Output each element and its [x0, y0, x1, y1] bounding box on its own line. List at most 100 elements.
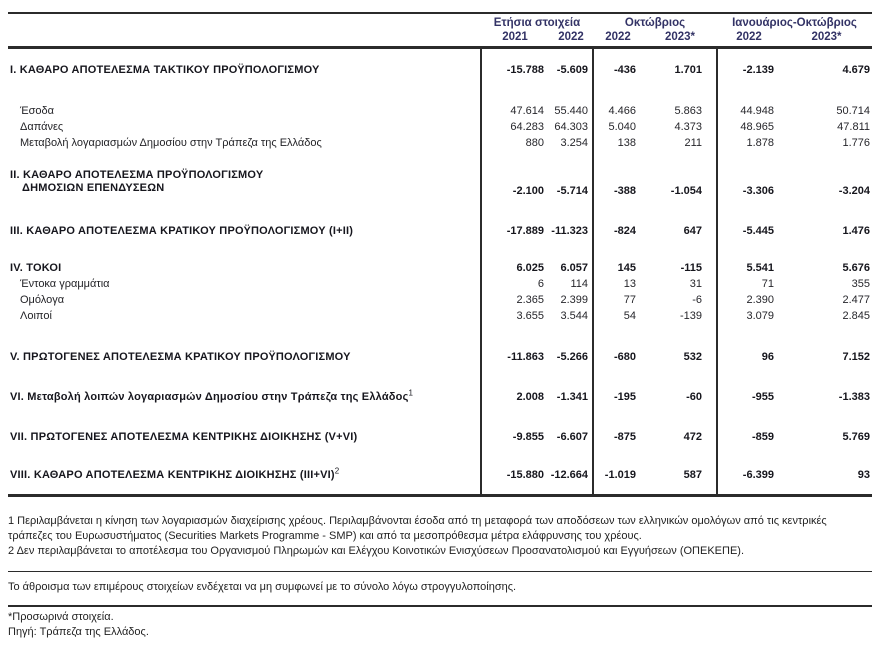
value-cell: 7.152: [842, 351, 870, 363]
value-cell: 96: [716, 348, 781, 366]
value-cell: -11.863: [480, 348, 549, 366]
value-cell: -2.139: [716, 61, 781, 79]
table-row: VIII. ΚΑΘΑΡΟ ΑΠΟΤΕΛΕΣΜΑ ΚΕΝΤΡΙΚΗΣ ΔΙΟΙΚΗ…: [8, 466, 872, 484]
value-cell: 587: [683, 469, 702, 481]
column-group-october: Οκτώβριος: [593, 12, 717, 30]
row-label: Έσοδα: [20, 104, 55, 117]
column-group-row: Ετήσια στοιχεία Οκτώβριος Ιανουάριος-Οκτ…: [8, 12, 872, 30]
value-cell: 1.701: [674, 64, 702, 76]
value-cell: -195: [592, 388, 643, 406]
value-cell: 6.057: [560, 262, 588, 274]
value-cell: 472: [683, 431, 702, 443]
row-label: III. ΚΑΘΑΡΟ ΑΠΟΤΕΛΕΣΜΑ ΚΡΑΤΙΚΟΥ ΠΡΟΫΠΟΛΟ…: [10, 224, 354, 237]
column-group-jan-oct: Ιανουάριος-Οκτώβριος: [717, 12, 872, 30]
value-cell: -436: [592, 61, 643, 79]
state-budget-table: Ετήσια στοιχεία Οκτώβριος Ιανουάριος-Οκτ…: [8, 12, 872, 497]
year-label: 2022: [717, 30, 781, 49]
footnote-ref-2: 2: [334, 465, 340, 475]
value-cell: 13: [592, 276, 643, 292]
spacer-row: [8, 366, 872, 388]
footnotes-block: 1 Περιλαμβάνεται η κίνηση των λογαριασμώ…: [8, 514, 872, 559]
value-cell: -60: [686, 391, 702, 403]
column-group-annual: Ετήσια στοιχεία: [481, 12, 593, 30]
value-cell: 71: [716, 276, 781, 292]
value-cell: 5.863: [674, 105, 702, 117]
value-cell: -11.323: [551, 225, 588, 237]
value-cell: 3.655: [480, 308, 549, 324]
value-cell: -17.889: [480, 222, 549, 240]
value-cell: 4.679: [842, 64, 870, 76]
table-row: Έσοδα 47.614 55.440 4.466 5.863 44.948 5…: [8, 103, 872, 119]
value-cell: -6.607: [556, 431, 588, 443]
value-cell: -824: [592, 222, 643, 240]
row-label-line1: II. ΚΑΘΑΡΟ ΑΠΟΤΕΛΕΣΜΑ ΠΡΟΫΠΟΛΟΓΙΣΜΟΥ: [10, 168, 264, 181]
value-cell: 5.676: [842, 262, 870, 274]
value-cell: 64.283: [480, 119, 549, 135]
year-label: 2021: [481, 30, 549, 49]
row-label: Μεταβολή λογαριασμών Δημοσίου στην Τράπε…: [20, 136, 322, 149]
source-note: Πηγή: Τράπεζα της Ελλάδος.: [8, 626, 149, 638]
footnote-1: 1 Περιλαμβάνεται η κίνηση των λογαριασμώ…: [8, 515, 827, 542]
row-label: Λοιποί: [20, 309, 52, 322]
row-label: II. ΚΑΘΑΡΟ ΑΠΟΤΕΛΕΣΜΑ ΠΡΟΫΠΟΛΟΓΙΣΜΟΥ ΔΗΜ…: [8, 163, 481, 200]
row-label: V. ΠΡΩΤΟΓΕΝΕΣ ΑΠΟΤΕΛΕΣΜΑ ΚΡΑΤΙΚΟΥ ΠΡΟΫΠΟ…: [10, 350, 351, 363]
value-cell: -5.266: [556, 351, 588, 363]
row-label: I. ΚΑΘΑΡΟ ΑΠΟΤΕΛΕΣΜΑ ΤΑΚΤΙΚΟΥ ΠΡΟΫΠΟΛΟΓΙ…: [10, 63, 320, 76]
value-cell: 532: [683, 351, 702, 363]
value-cell: 4.373: [674, 121, 702, 133]
value-cell: 3.254: [560, 137, 588, 149]
value-cell: 93: [857, 469, 870, 481]
value-cell: 880: [480, 135, 549, 151]
value-cell: 2.365: [480, 292, 549, 308]
value-cell: -2.100: [480, 163, 549, 200]
spacer-row: [8, 151, 872, 163]
value-cell: 44.948: [716, 103, 781, 119]
table-row: IV. ΤΟΚΟΙ 6.025 6.057 145 -115 5.541 5.6…: [8, 260, 872, 276]
value-cell: -15.880: [480, 466, 549, 484]
spacer-row: [8, 446, 872, 466]
value-cell: -1.054: [670, 185, 702, 197]
value-cell: 2.390: [716, 292, 781, 308]
value-cell: 2.008: [480, 388, 549, 406]
header-spacer: [8, 30, 481, 49]
value-cell: 1.776: [842, 137, 870, 149]
year-label: 2023*: [643, 30, 717, 49]
value-cell: -6.399: [716, 466, 781, 484]
row-label-text: VIII. ΚΑΘΑΡΟ ΑΠΟΤΕΛΕΣΜΑ ΚΕΝΤΡΙΚΗΣ ΔΙΟΙΚΗ…: [10, 468, 335, 481]
table-row: Λοιποί 3.655 3.544 54 -139 3.079 2.845: [8, 308, 872, 324]
bottom-notes-block: *Προσωρινά στοιχεία. Πηγή: Τράπεζα της Ε…: [8, 605, 872, 640]
year-label: 2022: [549, 30, 593, 49]
row-label-line2: ΔΗΜΟΣΙΩΝ ΕΠΕΝΔΥΣΕΩΝ: [22, 181, 165, 194]
value-cell: 2.477: [842, 294, 870, 306]
spacer-row: [8, 200, 872, 222]
value-cell: 114: [570, 278, 588, 290]
table-row: VI. Μεταβολή λοιπών λογαριασμών Δημοσίου…: [8, 388, 872, 406]
row-label: Έντοκα γραμμάτια: [20, 277, 110, 290]
footnote-ref-1: 1: [408, 387, 414, 397]
value-cell: -5.445: [716, 222, 781, 240]
table-row: Έντοκα γραμμάτια 6 114 13 31 71 355: [8, 276, 872, 292]
value-cell: -955: [716, 388, 781, 406]
value-cell: -12.664: [550, 469, 588, 481]
value-cell: 5.040: [592, 119, 643, 135]
value-cell: -3.204: [838, 185, 870, 197]
value-cell: -1.019: [592, 466, 643, 484]
value-cell: 77: [592, 292, 643, 308]
table-header: Ετήσια στοιχεία Οκτώβριος Ιανουάριος-Οκτ…: [8, 12, 872, 49]
row-label: Ομόλογα: [20, 293, 65, 306]
row-label: IV. ΤΟΚΟΙ: [10, 261, 62, 274]
rounding-note: Το άθροισμα των επιμέρους στοιχείων ενδέ…: [8, 571, 872, 593]
value-cell: 5.769: [842, 431, 870, 443]
row-label: VIII. ΚΑΘΑΡΟ ΑΠΟΤΕΛΕΣΜΑ ΚΕΝΤΡΙΚΗΣ ΔΙΟΙΚΗ…: [8, 466, 481, 484]
value-cell: 47.811: [837, 121, 870, 133]
value-cell: 3.079: [716, 308, 781, 324]
value-cell: -859: [716, 428, 781, 446]
year-row: 2021 2022 2022 2023* 2022 2023*: [8, 30, 872, 49]
value-cell: -5.714: [556, 185, 588, 197]
value-cell: 64.303: [554, 121, 588, 133]
value-cell: -15.788: [480, 61, 549, 79]
spacer-row: [8, 324, 872, 348]
value-cell: -6: [692, 294, 702, 306]
row-label: VI. Μεταβολή λοιπών λογαριασμών Δημοσίου…: [8, 388, 481, 406]
